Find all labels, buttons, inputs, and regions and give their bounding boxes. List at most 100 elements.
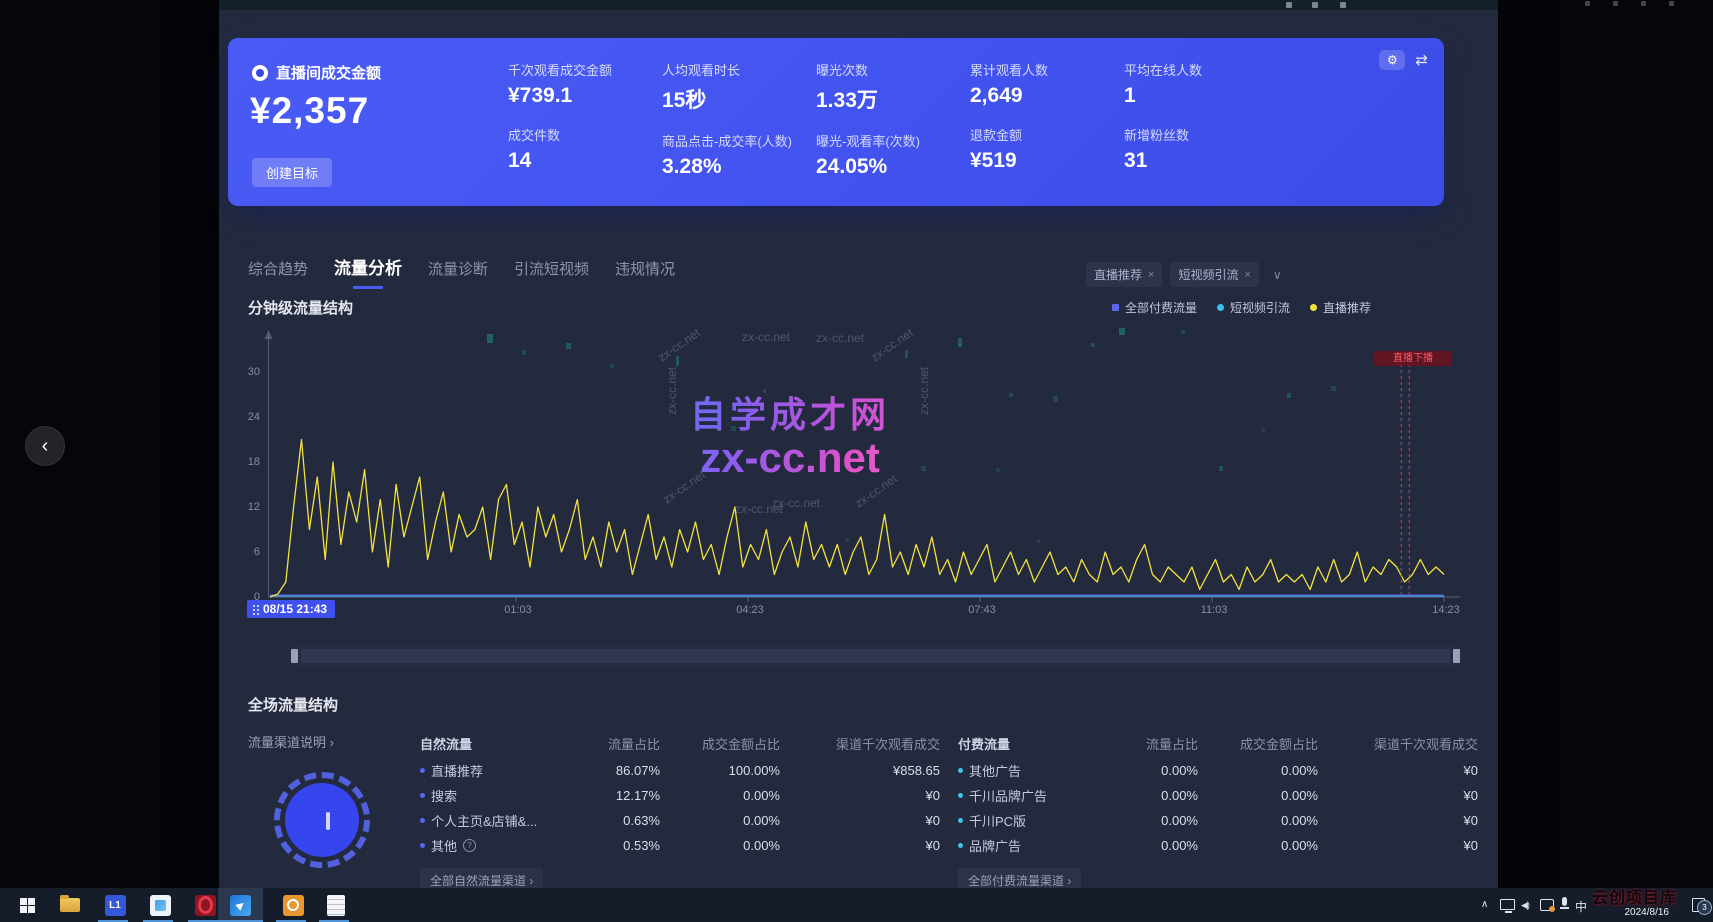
app-notepad-button[interactable]	[316, 888, 356, 922]
row-dot	[420, 818, 425, 823]
window-mini-icon[interactable]	[1340, 2, 1346, 8]
y-axis-tick: 24	[247, 411, 260, 423]
tray-expand-icon[interactable]: ∧	[1481, 899, 1489, 910]
metric-value: 15秒	[662, 89, 707, 112]
info-icon[interactable]: ?	[463, 839, 477, 852]
window-control-icon[interactable]	[1669, 1, 1674, 6]
ime-indicator[interactable]: 中	[1575, 900, 1588, 914]
target-icon	[252, 64, 268, 81]
x-axis-tick: 14:23	[1432, 604, 1460, 616]
channel-name: 千川品牌广告	[969, 789, 1048, 804]
minute-chart-title: 分钟级流量结构	[248, 300, 354, 317]
notification-badge: 3	[1697, 900, 1712, 915]
gear-icon[interactable]: ⚙	[1379, 50, 1406, 70]
tab[interactable]: 引流短视频	[514, 258, 589, 289]
tab[interactable]: 流量诊断	[428, 258, 488, 289]
app-camera-button[interactable]	[273, 888, 313, 922]
microphone-icon[interactable]	[1560, 897, 1569, 909]
tab[interactable]: 综合趋势	[248, 258, 308, 289]
filter-tag[interactable]: 直播推荐 ×	[1086, 262, 1163, 287]
chevron-down-icon[interactable]: ∨	[1272, 267, 1282, 282]
window-control-icon[interactable]	[1613, 1, 1618, 6]
table-row: 搜索 ? 12.17% 0.00% ¥0	[420, 783, 940, 808]
legend-marker	[1310, 304, 1318, 311]
traffic-share: 0.00%	[1161, 813, 1198, 828]
legend-marker	[1217, 304, 1225, 311]
filter-tag[interactable]: 短视频引流 ×	[1170, 262, 1259, 287]
traffic-share: 0.53%	[623, 838, 660, 853]
running-indicator	[98, 920, 128, 922]
legend-item[interactable]: 全部付费流量	[1112, 299, 1197, 316]
metric-value: ¥519	[970, 149, 1017, 172]
overall-structure-title: 全场流量结构	[248, 697, 339, 714]
channel-explain-link[interactable]: 流量渠道说明 ›	[248, 735, 334, 750]
windows-logo-icon	[19, 897, 35, 913]
window-mini-icon[interactable]	[1286, 2, 1292, 8]
time-range-slider[interactable]	[289, 646, 1462, 666]
row-dot	[958, 818, 963, 823]
metric-label: 平均在线人数	[1124, 63, 1203, 78]
tab-label: 流量诊断	[428, 261, 489, 278]
row-dot	[420, 768, 425, 773]
channel-name: 搜索	[431, 789, 458, 804]
x-axis-tick: 04:23	[736, 604, 764, 616]
tab[interactable]: 违规情况	[615, 258, 675, 289]
opera-app-icon	[194, 894, 216, 916]
network-icon[interactable]	[1500, 899, 1515, 913]
time-range-start-badge[interactable]: 08/15 21:43	[247, 600, 336, 618]
create-goal-button[interactable]: 创建目标	[252, 158, 333, 187]
table-row: 品牌广告 0.00% 0.00% ¥0	[958, 833, 1478, 858]
running-indicator	[276, 920, 306, 922]
table-row: 直播推荐 ? 86.07% 100.00% ¥858.65	[420, 758, 940, 783]
notepad-app-icon	[327, 894, 345, 916]
remove-tag-icon[interactable]: ×	[1148, 268, 1155, 281]
swap-icon[interactable]: ⇄	[1415, 52, 1428, 69]
table-row: 千川品牌广告 0.00% 0.00% ¥0	[958, 783, 1478, 808]
app-teams-button[interactable]	[140, 888, 180, 922]
start-button[interactable]	[8, 888, 46, 922]
slider-right-handle[interactable]	[1453, 649, 1460, 663]
running-indicator	[143, 920, 173, 922]
window-control-icon[interactable]	[1585, 1, 1590, 6]
table-group-header: 付费流量	[958, 736, 1011, 752]
metrics-grid: 千次观看成交金额 ¥739.1 成交件数 14 人均观看时长 15秒 商品	[508, 60, 1278, 179]
metric-label: 累计观看人数	[970, 63, 1049, 78]
gmv-share: 0.00%	[743, 788, 780, 803]
slider-range[interactable]	[301, 649, 1450, 663]
column-header: 渠道千次观看成交	[1373, 736, 1478, 752]
app-l1-button[interactable]: L1	[95, 888, 135, 922]
column-header: 渠道千次观看成交	[835, 736, 940, 752]
snipping-tray-icon[interactable]	[1540, 899, 1555, 912]
metric-value: 2,649	[970, 84, 1023, 107]
legend-label: 短视频引流	[1230, 301, 1291, 315]
window-control-icon[interactable]	[1641, 1, 1646, 6]
slider-left-handle[interactable]	[291, 649, 298, 663]
traffic-share: 0.00%	[1161, 788, 1198, 803]
taskbar-date[interactable]: 2024/8/16	[1624, 907, 1670, 918]
speaker-icon[interactable]: ◀)	[1521, 900, 1530, 910]
file-explorer-button[interactable]	[50, 888, 90, 922]
channel-name: 个人主页&店铺&...	[431, 814, 538, 829]
tab-label: 综合趋势	[248, 261, 309, 278]
per-thousand-gmv: ¥0	[1463, 788, 1478, 803]
legend-item[interactable]: 短视频引流	[1217, 299, 1290, 316]
table-body: 直播推荐 ? 86.07% 100.00% ¥858.65 搜索 ? 12.17…	[420, 758, 940, 858]
remove-tag-icon[interactable]: ×	[1244, 268, 1251, 281]
tab-label: 引流短视频	[514, 261, 590, 278]
column-header: 成交金额占比	[1239, 736, 1318, 752]
tab[interactable]: 流量分析	[334, 254, 402, 289]
per-thousand-gmv: ¥858.65	[893, 763, 940, 778]
metric-value: ¥739.1	[508, 84, 573, 107]
window-mini-icon[interactable]	[1312, 2, 1318, 8]
traffic-share: 0.63%	[623, 813, 660, 828]
table-row: 其他广告 0.00% 0.00% ¥0	[958, 758, 1478, 783]
app-opera-button[interactable]	[185, 888, 225, 922]
previous-button[interactable]: ‹	[25, 426, 65, 466]
metric-label: 曝光-观看率(次数)	[816, 134, 920, 149]
per-thousand-gmv: ¥0	[1463, 838, 1478, 853]
channel-name: 品牌广告	[969, 839, 1022, 854]
legend-label: 全部付费流量	[1125, 301, 1198, 315]
app-arrow-button-active[interactable]: ▶	[218, 888, 263, 922]
legend-item[interactable]: 直播推荐	[1310, 299, 1371, 316]
column-header: 流量占比	[1145, 736, 1198, 752]
